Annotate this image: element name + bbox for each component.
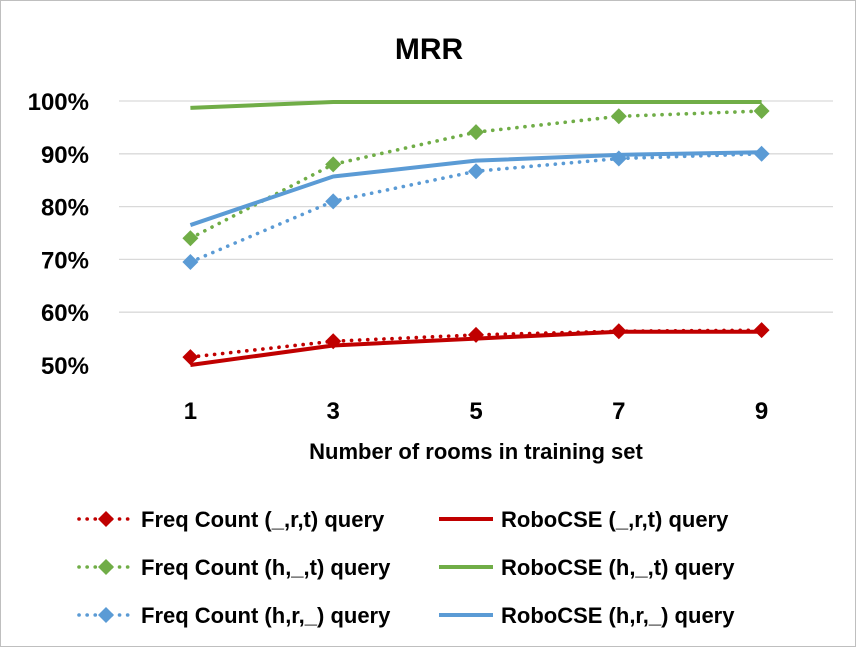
x-axis-label: Number of rooms in training set xyxy=(309,439,643,464)
data-point-marker xyxy=(182,349,199,366)
data-point-marker xyxy=(610,108,627,125)
series-line xyxy=(190,100,762,110)
legend-label: RoboCSE (_,r,t) query xyxy=(501,507,729,532)
series-line xyxy=(190,329,762,367)
y-tick-label: 60% xyxy=(41,300,89,327)
x-tick-label: 7 xyxy=(612,398,625,425)
legend-label: Freq Count (h,r,_) query xyxy=(141,603,391,628)
data-point-marker xyxy=(753,103,770,120)
series-group xyxy=(182,100,770,367)
y-tick-label: 100% xyxy=(28,89,89,116)
legend-label: Freq Count (_,r,t) query xyxy=(141,507,385,532)
y-tick-label: 90% xyxy=(41,142,89,169)
x-tick-label: 1 xyxy=(184,398,197,425)
x-axis-ticks: 1 3 5 7 9 xyxy=(184,398,769,425)
data-point-marker xyxy=(98,511,114,527)
series-3 xyxy=(190,100,762,110)
data-point-marker xyxy=(325,193,342,210)
data-point-marker xyxy=(325,156,342,173)
legend-item: RoboCSE (_,r,t) query xyxy=(439,507,729,532)
series-4 xyxy=(182,145,770,271)
x-tick-label: 9 xyxy=(755,398,768,425)
legend: Freq Count (_,r,t) query RoboCSE (_,r,t) … xyxy=(77,507,735,628)
legend-item: Freq Count (h,r,_) query xyxy=(77,603,391,628)
y-tick-label: 80% xyxy=(41,195,89,222)
legend-item: Freq Count (_,r,t) query xyxy=(77,507,385,532)
data-point-marker xyxy=(468,163,484,180)
legend-label: RoboCSE (h,r,_) query xyxy=(501,603,735,628)
x-tick-label: 5 xyxy=(469,398,482,425)
legend-item: RoboCSE (h,_,t) query xyxy=(439,555,735,580)
legend-label: Freq Count (h,_,t) query xyxy=(141,555,391,580)
series-line xyxy=(189,150,762,227)
x-tick-label: 3 xyxy=(327,398,340,425)
y-tick-label: 70% xyxy=(41,247,89,274)
legend-item: RoboCSE (h,r,_) query xyxy=(439,603,735,628)
data-point-marker xyxy=(98,607,114,623)
series-1 xyxy=(190,329,762,367)
data-point-marker xyxy=(468,124,484,141)
series-2 xyxy=(182,103,770,247)
series-0 xyxy=(182,322,770,366)
data-point-marker xyxy=(98,559,114,575)
data-point-marker xyxy=(182,254,199,271)
chart-title: MRR xyxy=(395,33,464,66)
y-axis-ticks: 50% 60% 70% 80% 90% 100% xyxy=(28,89,89,380)
legend-label: RoboCSE (h,_,t) query xyxy=(501,555,735,580)
legend-item: Freq Count (h,_,t) query xyxy=(77,555,391,580)
y-tick-label: 50% xyxy=(41,353,89,380)
series-5 xyxy=(189,150,762,227)
data-point-marker xyxy=(182,230,199,247)
